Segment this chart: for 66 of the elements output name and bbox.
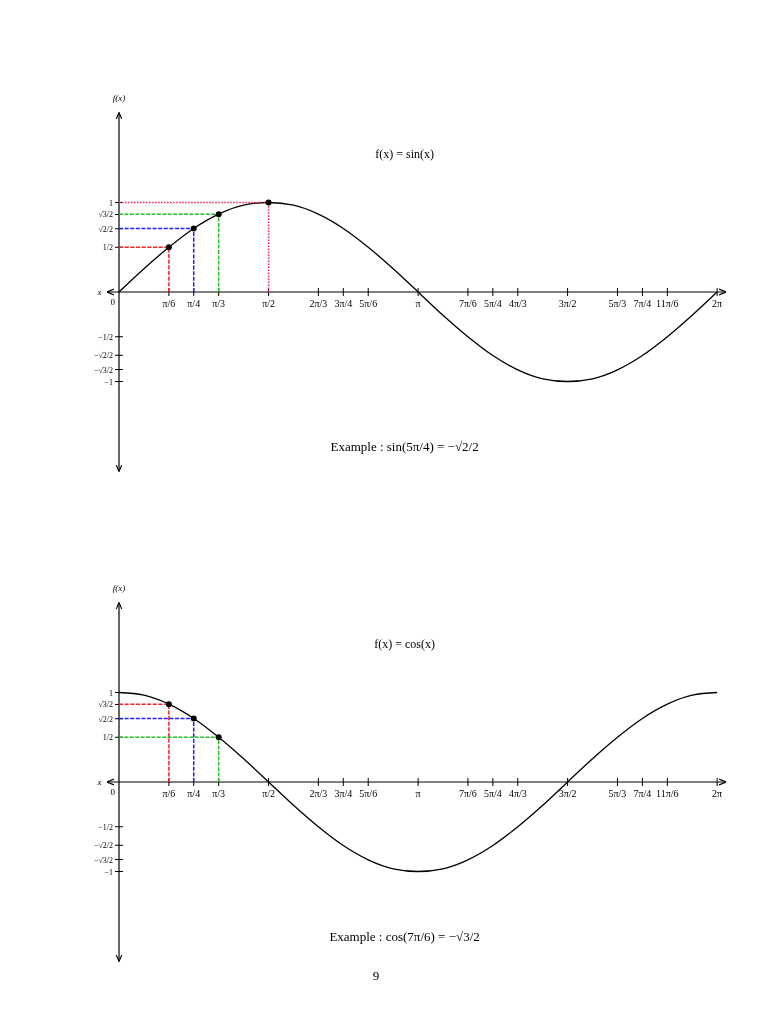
x-tick-label: π/3 — [212, 788, 226, 799]
y-tick-label: 1/2 — [102, 243, 113, 253]
x-axis-title: x — [96, 287, 102, 297]
x-tick-label: 5π/4 — [483, 298, 502, 309]
y-tick-label: 1 — [109, 198, 113, 208]
y-tick-label: −√2/2 — [93, 351, 113, 361]
y-tick-label: √3/2 — [98, 700, 113, 710]
x-tick-label: π — [415, 788, 421, 799]
x-tick-label: π/4 — [187, 298, 201, 309]
annotation: Example : cos(7π/6) = −√3/2 — [329, 929, 480, 945]
annotation: Example : sin(5π/4) = −√2/2 — [330, 439, 479, 455]
x-tick-label: 4π/3 — [508, 788, 527, 799]
point — [215, 211, 222, 218]
x-tick-label: π/3 — [212, 298, 226, 309]
point — [165, 244, 172, 251]
x-tick-label: 5π/3 — [608, 788, 627, 799]
x-tick-label: π/6 — [162, 788, 176, 799]
x-tick-label: 5π/6 — [359, 788, 378, 799]
y-tick-label: −1 — [104, 867, 113, 877]
point — [190, 715, 197, 722]
y-tick-label: √2/2 — [98, 224, 113, 234]
y-tick-label: −√3/2 — [93, 855, 113, 865]
point — [165, 701, 172, 708]
x-tick-label: 5π/6 — [359, 298, 378, 309]
x-tick-label: π — [415, 298, 421, 309]
x-tick-label: 3π/4 — [334, 788, 353, 799]
annotation: 0 — [110, 297, 116, 307]
x-tick-label: 3π/2 — [558, 788, 577, 799]
y-tick-label: −√2/2 — [93, 841, 113, 851]
x-tick-label: 5π/4 — [483, 788, 502, 799]
x-tick-label: π/2 — [262, 298, 275, 309]
point — [190, 225, 197, 232]
x-tick-label: 7π/6 — [458, 298, 477, 309]
x-tick-label: 3π/4 — [334, 298, 353, 309]
x-axis-title: x — [96, 777, 102, 787]
x-tick-label: 5π/3 — [608, 298, 627, 309]
x-tick-label: 7π/4 — [633, 298, 652, 309]
x-tick-label: 4π/3 — [508, 298, 527, 309]
x-tick-label: 11π/6 — [656, 298, 679, 309]
y-tick-label: 1 — [109, 688, 113, 698]
point — [265, 199, 272, 206]
x-tick-label: 2π/3 — [309, 298, 328, 309]
text: f(x) = sin(x) — [375, 146, 434, 161]
x-tick-label: 7π/6 — [458, 788, 477, 799]
y-tick-label: −1 — [104, 377, 113, 387]
y-axis-title: f(x) — [112, 93, 126, 103]
text: 9 — [372, 968, 380, 983]
x-tick-label: π/2 — [262, 788, 275, 799]
y-tick-label: −√3/2 — [93, 365, 113, 375]
annotation: 0 — [110, 787, 116, 797]
x-tick-label: 2π — [712, 298, 723, 309]
y-tick-label: 1/2 — [102, 733, 113, 743]
y-tick-label: √3/2 — [98, 210, 113, 220]
y-tick-label: −1/2 — [98, 822, 113, 832]
x-tick-label: 11π/6 — [656, 788, 679, 799]
y-tick-label: −1/2 — [98, 332, 113, 342]
x-tick-label: 7π/4 — [633, 788, 652, 799]
x-tick-label: π/4 — [187, 788, 201, 799]
x-tick-label: 3π/2 — [558, 298, 577, 309]
x-tick-label: π/6 — [162, 298, 176, 309]
point — [215, 734, 222, 741]
y-axis-title: f(x) — [112, 583, 126, 593]
y-tick-label: √2/2 — [98, 714, 113, 724]
x-tick-label: 2π — [712, 788, 723, 799]
x-tick-label: 2π/3 — [309, 788, 328, 799]
text: f(x) = cos(x) — [374, 636, 435, 651]
